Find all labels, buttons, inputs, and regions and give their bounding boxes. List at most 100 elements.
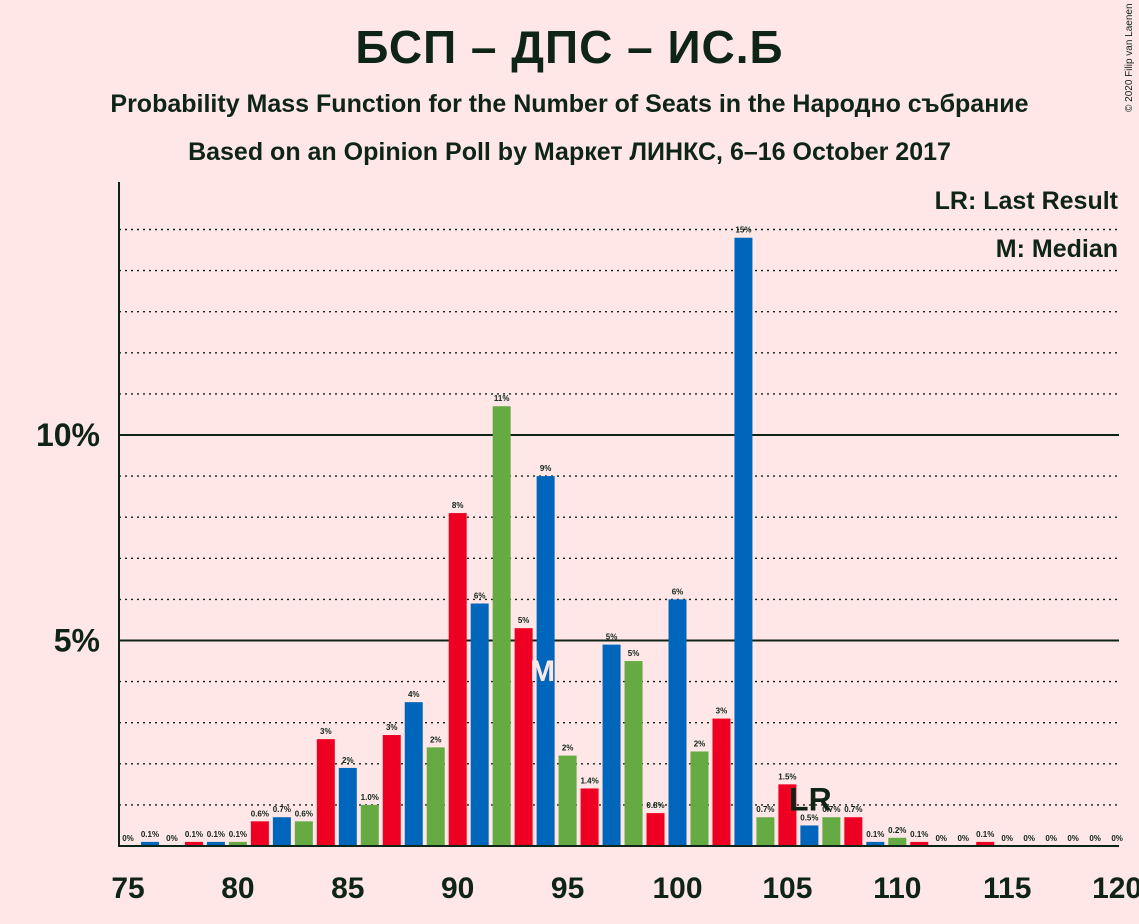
bar-label-101: 2% <box>694 739 706 748</box>
median-marker: M <box>530 655 555 688</box>
tick-labels: 75 80 85 90 95 100 105 110 115 120 5% 10% <box>36 417 1139 905</box>
bar-label-83: 0.6% <box>295 809 313 818</box>
bar-label-91: 6% <box>474 592 486 601</box>
bar-103 <box>734 237 753 847</box>
x-tick-label-110: 110 <box>873 872 921 905</box>
last-result-marker: LR <box>789 781 832 817</box>
bar-101 <box>690 751 709 846</box>
bar-label-108: 0.7% <box>844 805 862 814</box>
bar-111 <box>910 841 929 846</box>
bar-78 <box>184 841 203 846</box>
bar-label-88: 4% <box>408 690 420 699</box>
bar-89 <box>426 747 445 846</box>
bar-label-80: 0.1% <box>229 830 247 839</box>
bar-label-79: 0.1% <box>207 830 225 839</box>
bar-label-120: 0% <box>1111 834 1123 843</box>
bar-labels: 0% 0.1% 0% 0.1% 0.1% 0.1% 0.6% 0.7% 0.6% 3% 2% 1.0%… <box>122 226 1123 843</box>
bar-label-82: 0.7% <box>273 805 291 814</box>
bar-label-112: 0% <box>935 834 947 843</box>
bars <box>140 237 995 847</box>
bar-81 <box>250 821 269 846</box>
bar-88 <box>404 702 423 846</box>
bar-107 <box>822 817 841 846</box>
bar-label-105: 1.5% <box>778 772 796 781</box>
bar-label-76: 0.1% <box>141 830 159 839</box>
chart-source: Based on an Opinion Poll by Маркет ЛИНКС… <box>188 138 951 166</box>
bar-95 <box>558 755 577 846</box>
bar-label-94: 9% <box>540 464 552 473</box>
bar-85 <box>338 767 357 846</box>
bar-label-115: 0% <box>1001 834 1013 843</box>
bar-label-114: 0.1% <box>976 830 994 839</box>
bar-97 <box>602 644 621 846</box>
bar-100 <box>668 599 687 846</box>
bar-label-90: 8% <box>452 501 464 510</box>
bar-label-116: 0% <box>1023 834 1035 843</box>
chart-title: БСП – ДПС – ИС.Б <box>355 21 784 73</box>
bar-96 <box>580 788 599 846</box>
bar-109 <box>866 841 885 846</box>
bar-label-75: 0% <box>122 834 134 843</box>
bar-label-117: 0% <box>1045 834 1057 843</box>
bar-104 <box>756 817 775 846</box>
bar-label-102: 3% <box>716 707 728 716</box>
bar-99 <box>646 813 665 846</box>
bar-label-92: 11% <box>494 394 510 403</box>
bar-label-93: 5% <box>518 616 530 625</box>
y-tick-label-5: 5% <box>54 623 100 659</box>
bar-label-89: 2% <box>430 735 442 744</box>
bar-label-86: 1.0% <box>361 793 379 802</box>
bar-label-106: 0.5% <box>800 813 818 822</box>
bar-108 <box>844 817 863 846</box>
bar-label-107: 0.7% <box>822 805 840 814</box>
bar-label-110: 0.2% <box>888 826 906 835</box>
bar-label-81: 0.6% <box>251 809 269 818</box>
axes <box>118 182 1119 847</box>
bar-label-98: 5% <box>628 649 640 658</box>
x-tick-label-90: 90 <box>441 872 474 905</box>
x-tick-label-85: 85 <box>331 872 364 905</box>
bar-87 <box>382 735 401 846</box>
bar-label-95: 2% <box>562 744 574 753</box>
x-tick-label-100: 100 <box>652 872 702 905</box>
bar-94 <box>536 476 555 846</box>
bar-label-77: 0% <box>166 834 178 843</box>
bar-label-109: 0.1% <box>866 830 884 839</box>
y-tick-label-10: 10% <box>36 417 100 453</box>
bar-label-99: 0.8% <box>646 801 664 810</box>
bar-label-113: 0% <box>957 834 969 843</box>
bar-91 <box>470 603 489 846</box>
bar-80 <box>228 841 247 846</box>
annotations: M LR LR: Last Result M: Median <box>530 187 1119 817</box>
bar-110 <box>888 837 907 846</box>
bar-label-87: 3% <box>386 723 398 732</box>
bar-label-97: 5% <box>606 633 618 642</box>
bar-106 <box>800 825 819 846</box>
bar-93 <box>514 628 533 846</box>
x-tick-label-105: 105 <box>762 872 812 905</box>
bar-90 <box>448 513 467 846</box>
x-tick-label-75: 75 <box>111 872 144 905</box>
legend-median: M: Median <box>996 235 1118 263</box>
bar-label-111: 0.1% <box>910 830 928 839</box>
bar-105 <box>778 784 797 846</box>
bar-102 <box>712 718 731 846</box>
bar-label-119: 0% <box>1089 834 1101 843</box>
bar-label-85: 2% <box>342 756 354 765</box>
x-tick-label-80: 80 <box>221 872 254 905</box>
bar-label-118: 0% <box>1067 834 1079 843</box>
legend-last-result: LR: Last Result <box>935 187 1119 215</box>
bar-label-78: 0.1% <box>185 830 203 839</box>
x-tick-label-115: 115 <box>983 872 1031 905</box>
bar-label-104: 0.7% <box>756 805 774 814</box>
bar-79 <box>206 841 225 846</box>
bar-83 <box>294 821 313 846</box>
bar-84 <box>316 739 335 846</box>
chart-subtitle: Probability Mass Function for the Number… <box>110 90 1029 118</box>
bar-86 <box>360 804 379 846</box>
bar-label-84: 3% <box>320 727 332 736</box>
bar-92 <box>492 406 511 846</box>
x-tick-label-120: 120 <box>1092 872 1139 905</box>
bar-82 <box>272 817 291 846</box>
bar-76 <box>140 841 159 846</box>
